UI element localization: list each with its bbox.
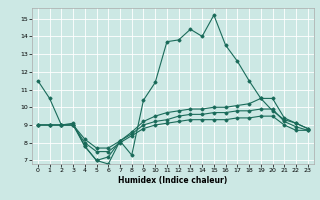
X-axis label: Humidex (Indice chaleur): Humidex (Indice chaleur): [118, 176, 228, 185]
